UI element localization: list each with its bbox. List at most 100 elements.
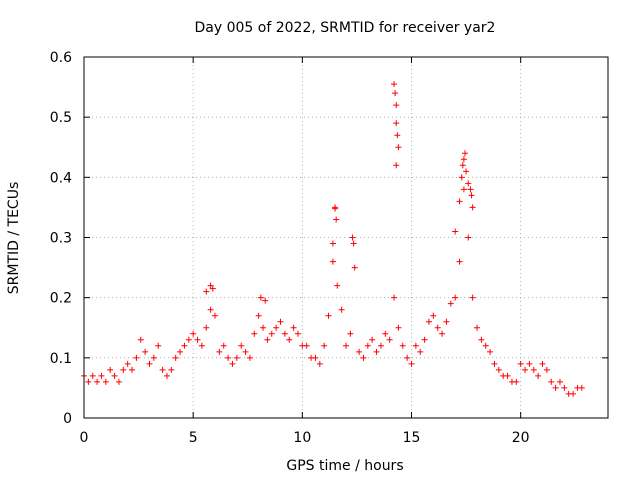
- data-point: [391, 294, 398, 301]
- data-point: [312, 354, 319, 361]
- y-tick-label: 0.1: [50, 351, 72, 367]
- data-markers: [81, 81, 585, 397]
- data-point: [329, 258, 336, 265]
- data-point: [491, 360, 498, 367]
- data-point: [343, 342, 349, 349]
- data-point: [474, 324, 480, 331]
- data-point: [216, 348, 223, 355]
- data-point: [303, 342, 310, 349]
- data-point: [469, 294, 476, 301]
- data-point: [364, 342, 371, 349]
- data-point: [439, 330, 446, 337]
- data-point: [404, 354, 411, 361]
- data-point: [242, 348, 249, 355]
- data-point: [207, 306, 214, 313]
- data-point: [168, 366, 175, 373]
- data-point: [133, 354, 140, 361]
- data-point: [238, 342, 245, 349]
- data-point: [430, 312, 437, 319]
- data-point: [504, 372, 511, 379]
- data-point: [535, 372, 542, 379]
- data-point: [447, 300, 454, 307]
- data-point: [456, 198, 463, 205]
- data-point: [469, 204, 476, 211]
- data-point: [209, 285, 216, 292]
- data-point: [181, 342, 188, 349]
- data-point: [107, 366, 114, 373]
- chart-title: Day 005 of 2022, SRMTID for receiver yar…: [195, 20, 496, 36]
- data-point: [522, 366, 529, 373]
- data-point: [172, 354, 179, 361]
- data-point: [277, 318, 284, 325]
- data-point: [467, 186, 474, 193]
- data-point: [89, 372, 96, 379]
- data-point: [225, 354, 232, 361]
- data-point: [465, 234, 472, 241]
- data-point: [120, 366, 127, 373]
- data-point: [124, 360, 131, 367]
- data-point: [468, 192, 475, 199]
- data-point: [194, 336, 201, 343]
- data-point: [129, 366, 136, 373]
- y-tick-label: 0.6: [50, 50, 72, 66]
- data-point: [268, 330, 275, 337]
- data-point: [264, 336, 271, 343]
- data-point: [360, 354, 367, 361]
- data-point: [257, 294, 264, 301]
- data-point: [394, 132, 401, 139]
- data-point: [137, 336, 144, 343]
- data-point: [526, 360, 533, 367]
- data-point: [460, 186, 467, 193]
- data-point: [111, 372, 118, 379]
- grid: [84, 57, 608, 418]
- data-point: [155, 342, 162, 349]
- data-point: [421, 336, 428, 343]
- data-point: [203, 324, 210, 331]
- x-tick-label: 0: [80, 430, 89, 446]
- data-point: [356, 348, 363, 355]
- data-point: [425, 318, 432, 325]
- data-point: [487, 348, 494, 355]
- data-point: [220, 342, 227, 349]
- ticks: 0 5 10 15 20 0 0.1 0.2 0.3 0.4 0.5 0.6: [50, 50, 608, 446]
- data-point: [399, 342, 406, 349]
- y-tick-label: 0.2: [50, 291, 72, 307]
- data-point: [260, 324, 267, 331]
- data-point: [334, 282, 341, 289]
- data-point: [408, 360, 415, 367]
- data-point: [350, 240, 357, 247]
- data-point: [347, 330, 354, 337]
- data-point: [329, 240, 336, 247]
- data-point: [556, 378, 563, 385]
- data-point: [316, 360, 323, 367]
- y-tick-label: 0.3: [50, 231, 72, 247]
- data-point: [198, 342, 205, 349]
- data-point: [482, 342, 489, 349]
- data-point: [393, 162, 400, 169]
- data-point: [434, 324, 441, 331]
- data-point: [255, 312, 262, 319]
- data-point: [321, 342, 328, 349]
- data-point: [233, 354, 240, 361]
- data-point: [395, 144, 402, 151]
- data-point: [412, 342, 419, 349]
- data-point: [94, 378, 101, 385]
- data-point: [561, 384, 568, 391]
- data-point: [460, 156, 467, 163]
- x-tick-label: 20: [512, 430, 530, 446]
- data-point: [465, 180, 472, 187]
- data-point: [98, 372, 105, 379]
- data-point: [517, 360, 524, 367]
- data-point: [417, 348, 424, 355]
- data-point: [391, 81, 398, 88]
- data-point: [246, 354, 253, 361]
- data-point: [570, 390, 577, 397]
- data-point: [456, 258, 463, 265]
- data-point: [459, 162, 466, 169]
- data-point: [373, 348, 380, 355]
- data-point: [463, 168, 470, 175]
- data-point: [351, 264, 358, 271]
- data-point: [102, 378, 109, 385]
- y-tick-label: 0.4: [50, 170, 72, 186]
- data-point: [369, 336, 376, 343]
